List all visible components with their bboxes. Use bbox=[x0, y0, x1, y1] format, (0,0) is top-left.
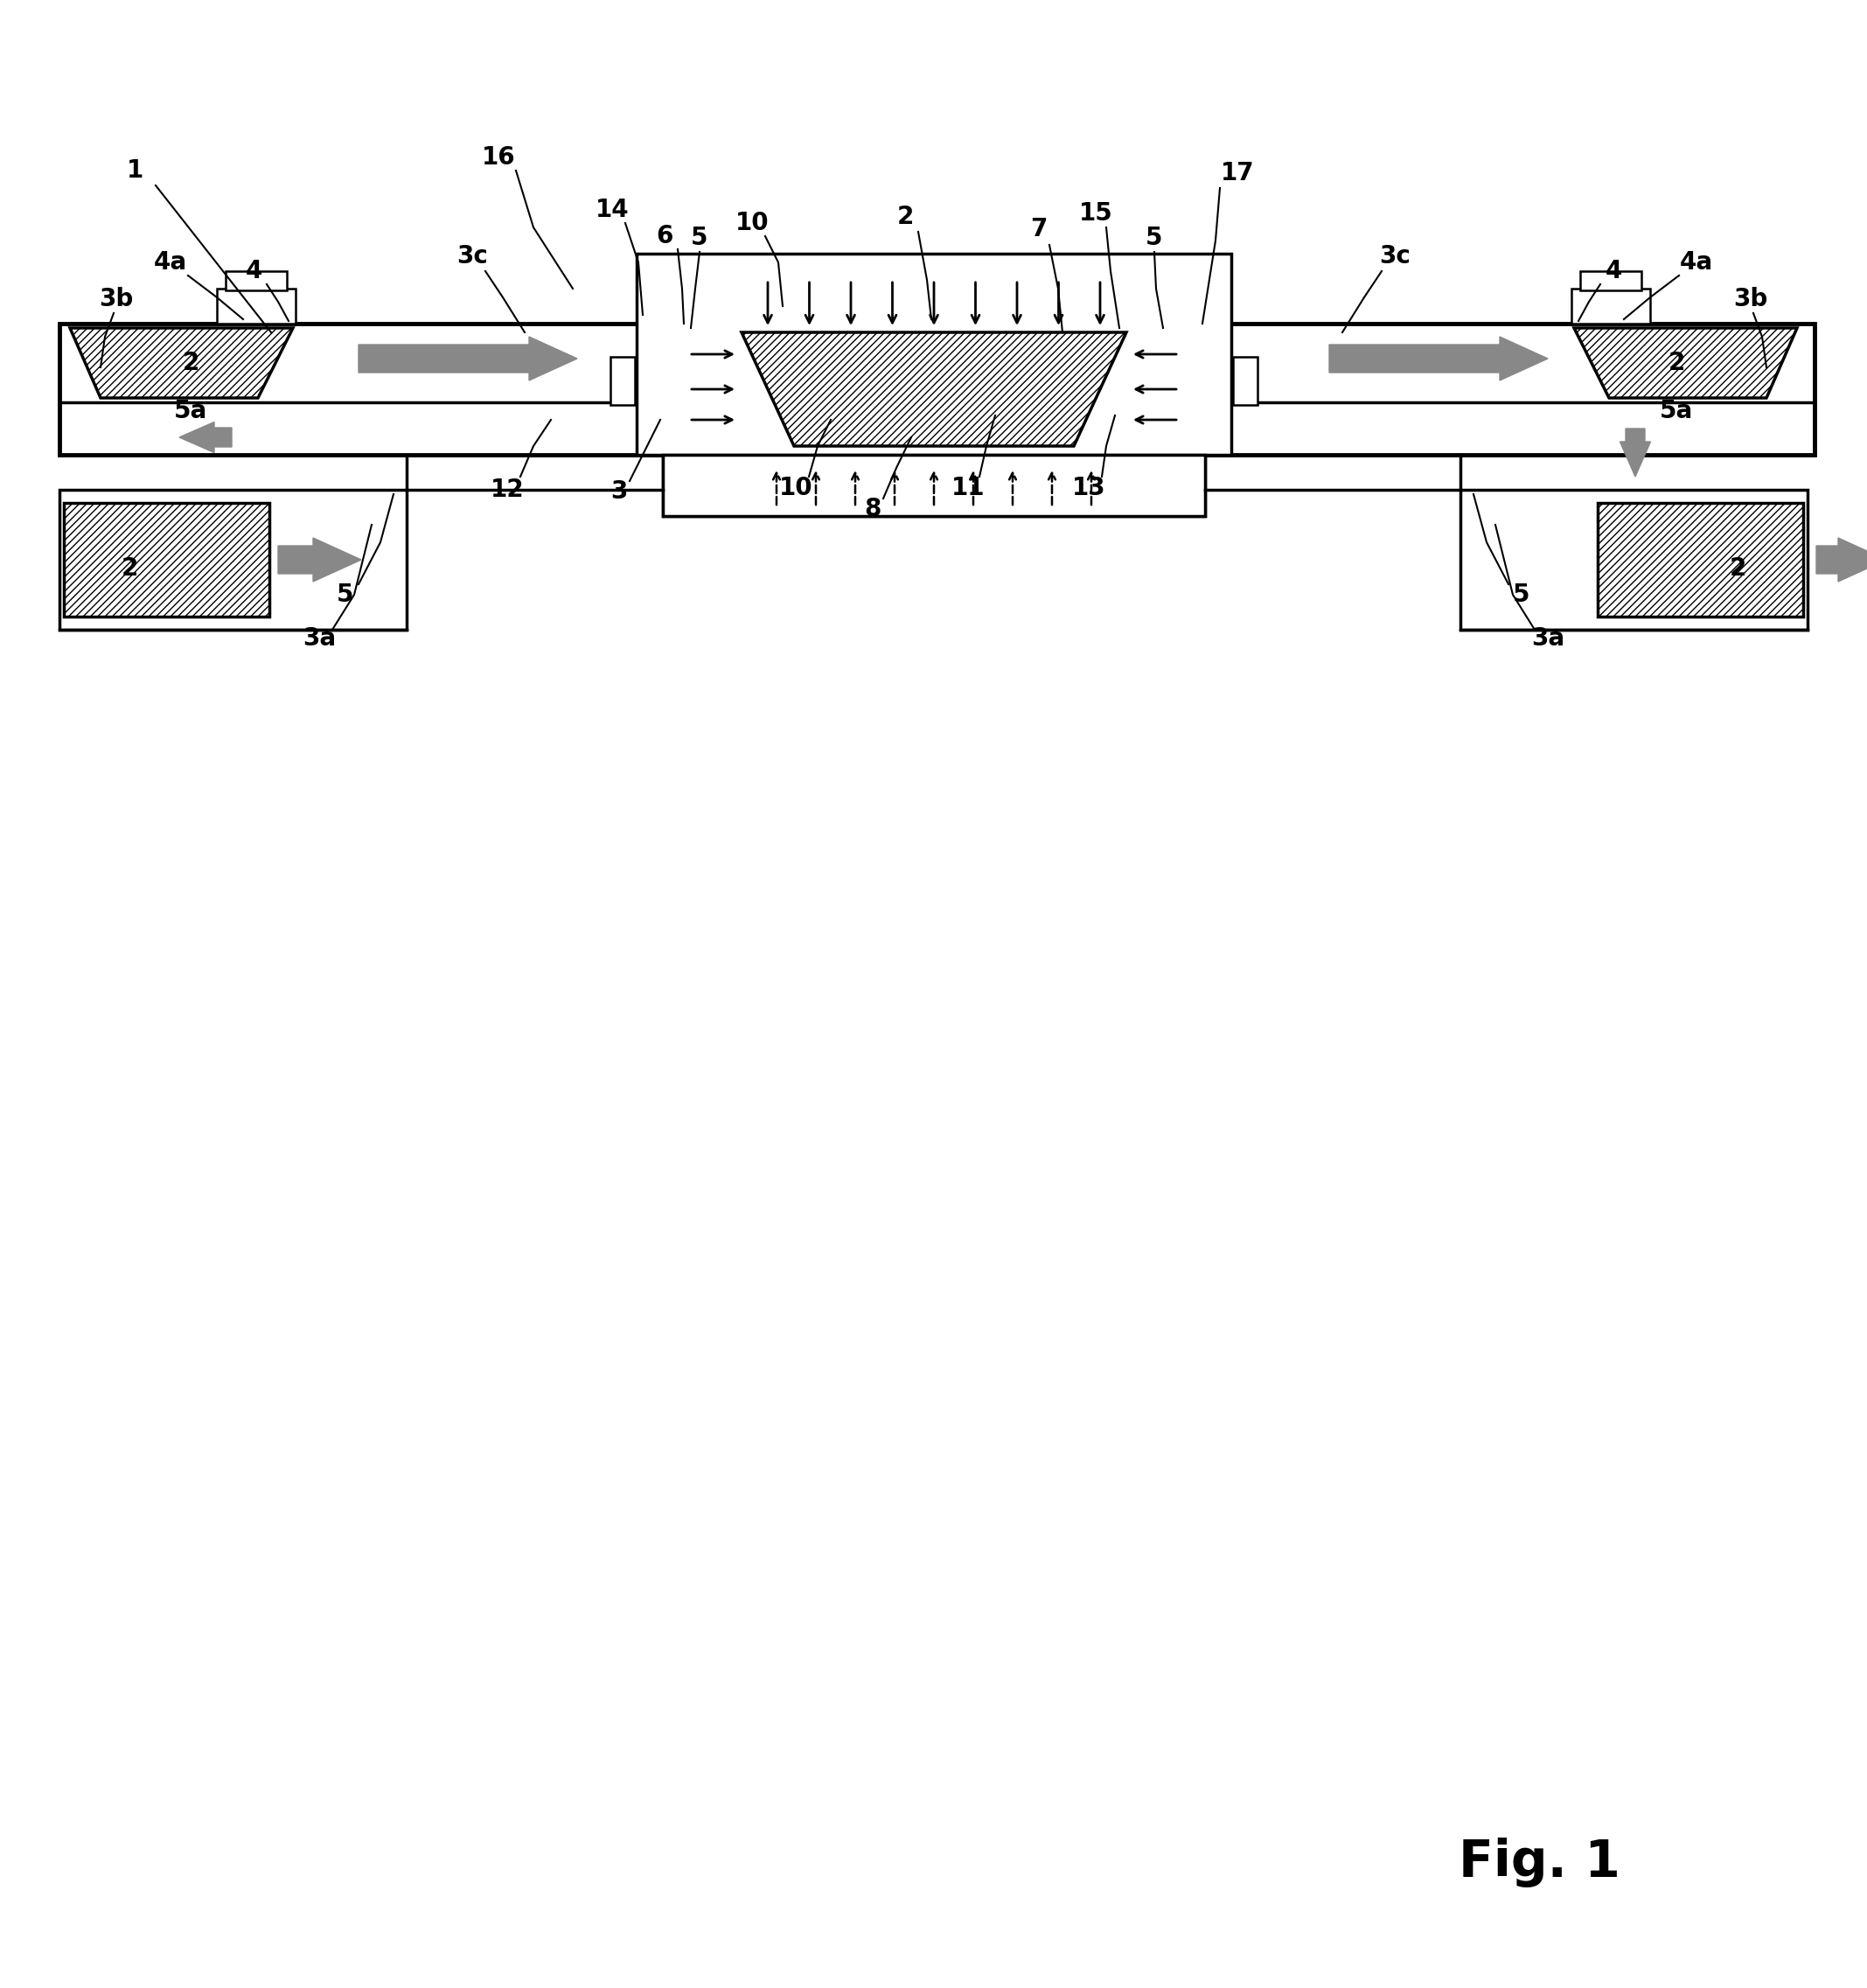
Text: 5: 5 bbox=[1146, 227, 1163, 250]
Bar bbox=[60, 489, 407, 630]
Bar bbox=[1572, 288, 1650, 324]
Text: 3a: 3a bbox=[1531, 626, 1565, 650]
Text: 1: 1 bbox=[127, 159, 144, 183]
Text: 16: 16 bbox=[482, 145, 515, 169]
Bar bbox=[1460, 489, 1807, 630]
Text: 13: 13 bbox=[1072, 475, 1105, 501]
FancyArrow shape bbox=[358, 336, 577, 380]
Bar bbox=[637, 254, 1230, 455]
Bar bbox=[60, 324, 1815, 455]
FancyArrow shape bbox=[179, 421, 232, 453]
FancyArrow shape bbox=[1621, 429, 1650, 477]
FancyArrow shape bbox=[278, 539, 360, 582]
Text: 14: 14 bbox=[596, 197, 629, 223]
Text: 11: 11 bbox=[950, 475, 986, 501]
Text: 5: 5 bbox=[336, 582, 355, 606]
Text: 5: 5 bbox=[691, 227, 708, 250]
Bar bbox=[1232, 356, 1258, 404]
Polygon shape bbox=[69, 328, 293, 398]
Text: 15: 15 bbox=[1079, 201, 1113, 227]
Text: 6: 6 bbox=[655, 225, 674, 248]
Text: 2: 2 bbox=[121, 557, 138, 580]
Text: 3: 3 bbox=[611, 479, 627, 503]
Text: Fig. 1: Fig. 1 bbox=[1458, 1839, 1621, 1889]
Text: 8: 8 bbox=[864, 497, 881, 521]
Text: 2: 2 bbox=[183, 350, 200, 376]
Text: 17: 17 bbox=[1221, 161, 1255, 185]
Bar bbox=[226, 270, 288, 290]
Polygon shape bbox=[1574, 328, 1798, 398]
Text: 12: 12 bbox=[491, 477, 525, 503]
Text: 3c: 3c bbox=[457, 245, 487, 268]
Text: 4: 4 bbox=[1606, 258, 1622, 284]
Text: 2: 2 bbox=[1667, 350, 1684, 376]
Text: 3c: 3c bbox=[1380, 245, 1410, 268]
Text: 3b: 3b bbox=[1734, 286, 1768, 312]
Polygon shape bbox=[741, 332, 1126, 445]
Bar bbox=[663, 455, 1204, 517]
Bar bbox=[663, 455, 1204, 517]
Text: 2: 2 bbox=[896, 205, 913, 229]
Text: 10: 10 bbox=[779, 475, 812, 501]
Bar bbox=[63, 503, 269, 616]
FancyArrow shape bbox=[1329, 336, 1548, 380]
FancyArrow shape bbox=[1817, 539, 1867, 582]
Bar bbox=[217, 288, 295, 324]
Text: 5a: 5a bbox=[1660, 400, 1693, 423]
Text: 3b: 3b bbox=[99, 286, 133, 312]
Text: 3a: 3a bbox=[302, 626, 336, 650]
Text: 10: 10 bbox=[736, 211, 769, 235]
Bar bbox=[611, 356, 635, 404]
Text: 5a: 5a bbox=[174, 400, 207, 423]
Text: 4a: 4a bbox=[1680, 250, 1714, 274]
Text: 5: 5 bbox=[1512, 582, 1531, 606]
Bar bbox=[1579, 270, 1641, 290]
Bar bbox=[1598, 503, 1804, 616]
Text: 2: 2 bbox=[1729, 557, 1746, 580]
Text: 4: 4 bbox=[245, 258, 261, 284]
Text: 4a: 4a bbox=[153, 250, 187, 274]
Text: 7: 7 bbox=[1031, 217, 1047, 241]
